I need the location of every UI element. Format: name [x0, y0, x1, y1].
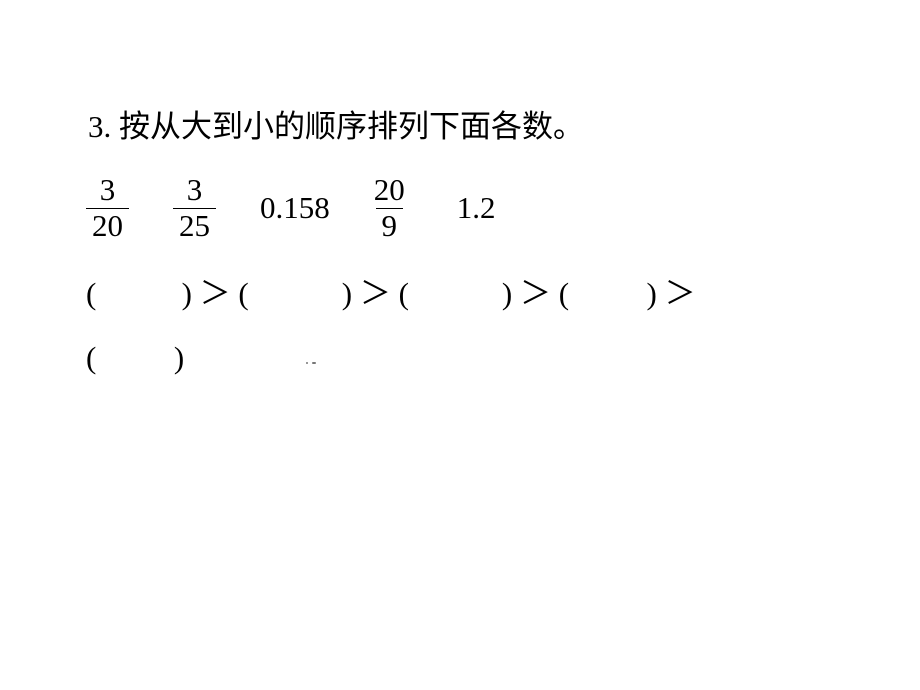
fraction-1-numerator: 3 [94, 174, 122, 208]
decimal-1: 0.158 [260, 190, 330, 226]
question-prompt: 按从大到小的顺序排列下面各数。 [119, 109, 584, 144]
page-root: 3. 按从大到小的顺序排列下面各数。 3 20 3 25 0.158 20 9 … [0, 0, 920, 690]
blank-1: ( ) [86, 276, 192, 311]
fraction-3: 20 9 [368, 174, 411, 242]
decimal-2: 1.2 [457, 190, 496, 226]
fraction-3-denominator: 9 [376, 208, 404, 243]
answer-line-2: ( ) [86, 336, 848, 379]
question-number: 3. [88, 109, 111, 144]
fraction-2-numerator: 3 [181, 174, 209, 208]
marker-bar [312, 362, 316, 364]
marker-dot [306, 362, 308, 364]
blank-5: ( ) [86, 340, 184, 375]
gt-symbol: ＞ [520, 276, 551, 311]
fraction-1-denominator: 20 [86, 208, 129, 243]
answer-line-1: ( ) ＞ ( ) ＞ ( ) ＞ ( ) ＞ [86, 272, 848, 315]
blank-4: ( ) [559, 276, 657, 311]
fraction-1: 3 20 [86, 174, 129, 242]
blank-3: ( ) [399, 276, 513, 311]
fraction-3-numerator: 20 [368, 174, 411, 208]
slide-marker-icon [306, 360, 316, 366]
fraction-2-denominator: 25 [173, 208, 216, 243]
gt-symbol: ＞ [200, 276, 231, 311]
question-line: 3. 按从大到小的顺序排列下面各数。 [88, 105, 848, 148]
gt-symbol: ＞ [665, 276, 696, 311]
values-row: 3 20 3 25 0.158 20 9 1.2 [86, 174, 848, 242]
content-block: 3. 按从大到小的顺序排列下面各数。 3 20 3 25 0.158 20 9 … [88, 105, 848, 399]
blank-2: ( ) [238, 276, 352, 311]
fraction-2: 3 25 [173, 174, 216, 242]
gt-symbol: ＞ [360, 276, 391, 311]
